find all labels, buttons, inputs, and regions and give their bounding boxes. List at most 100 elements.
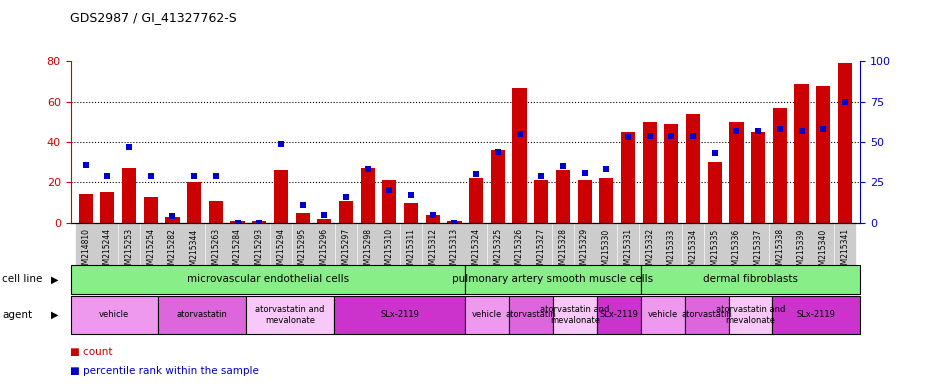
Text: ▶: ▶ [51,310,58,320]
Point [512,131,527,137]
Bar [469,178,483,223]
Bar [209,200,223,223]
Text: atorvastatin: atorvastatin [682,310,732,319]
Point [338,194,353,200]
Bar [465,265,641,294]
Point [209,173,224,179]
Bar [246,296,334,334]
Point [469,171,484,177]
Bar [79,195,93,223]
Bar [751,132,765,223]
Bar [665,124,679,223]
Text: vehicle: vehicle [100,310,130,319]
Bar [361,168,375,223]
Point [121,144,136,150]
Bar [686,114,700,223]
Bar [600,178,614,223]
Bar [512,88,526,223]
Bar [122,168,136,223]
Bar [816,86,830,223]
Point [491,149,506,155]
Point [728,128,744,134]
Point [78,162,93,168]
Bar [70,265,465,294]
Bar [383,180,397,223]
Bar [553,296,597,334]
Text: cell line: cell line [2,274,42,285]
Point [599,166,614,172]
Text: agent: agent [2,310,32,320]
Point [425,212,440,218]
Point [685,132,700,139]
Bar [274,170,288,223]
Bar [577,180,591,223]
Point [295,202,310,208]
Text: SLx-2119: SLx-2119 [797,310,836,319]
Point [707,150,722,156]
Bar [773,108,787,223]
Bar [426,215,440,223]
Bar [252,221,266,223]
Point [274,141,289,147]
Point [664,132,679,139]
Bar [641,265,860,294]
Text: ■ count: ■ count [70,347,113,357]
Point [317,212,332,218]
Bar [708,162,722,223]
Bar [794,84,808,223]
Text: atorvastatin: atorvastatin [506,310,556,319]
Text: dermal fibroblasts: dermal fibroblasts [703,274,798,285]
Bar [158,296,246,334]
Bar [491,150,505,223]
Point [577,170,592,176]
Point [230,220,245,226]
Point [642,132,657,139]
Bar [101,192,115,223]
Point [620,134,635,140]
Text: atorvastatin and
mevalonate: atorvastatin and mevalonate [715,305,785,324]
Text: GDS2987 / GI_41327762-S: GDS2987 / GI_41327762-S [70,12,237,25]
Text: ■ percentile rank within the sample: ■ percentile rank within the sample [70,366,259,376]
Bar [144,197,158,223]
Bar [684,296,728,334]
Bar [641,296,684,334]
Text: pulmonary artery smooth muscle cells: pulmonary artery smooth muscle cells [452,274,653,285]
Bar [165,217,180,223]
Bar [773,296,860,334]
Bar [404,203,418,223]
Point [816,126,831,132]
Bar [70,296,158,334]
Text: atorvastatin and
mevalonate: atorvastatin and mevalonate [540,305,610,324]
Bar [728,296,773,334]
Text: microvascular endothelial cells: microvascular endothelial cells [187,274,349,285]
Bar [509,296,553,334]
Point [164,213,180,219]
Bar [318,219,332,223]
Point [556,163,571,169]
Bar [339,200,353,223]
Bar [643,122,657,223]
Bar [621,132,635,223]
Text: atorvastatin: atorvastatin [177,310,227,319]
Point [773,126,788,132]
Text: vehicle: vehicle [472,310,502,319]
Point [360,166,375,172]
Point [794,128,809,134]
Bar [556,170,570,223]
Text: SLx-2119: SLx-2119 [380,310,419,319]
Text: SLx-2119: SLx-2119 [600,310,638,319]
Text: ▶: ▶ [51,274,58,285]
Point [143,173,158,179]
Bar [534,180,548,223]
Point [403,192,418,199]
Point [838,99,853,105]
Point [252,220,267,226]
Bar [838,63,852,223]
Bar [729,122,744,223]
Text: atorvastatin and
mevalonate: atorvastatin and mevalonate [255,305,324,324]
Bar [465,296,509,334]
Bar [187,182,201,223]
Text: vehicle: vehicle [648,310,678,319]
Bar [295,213,309,223]
Point [751,128,766,134]
